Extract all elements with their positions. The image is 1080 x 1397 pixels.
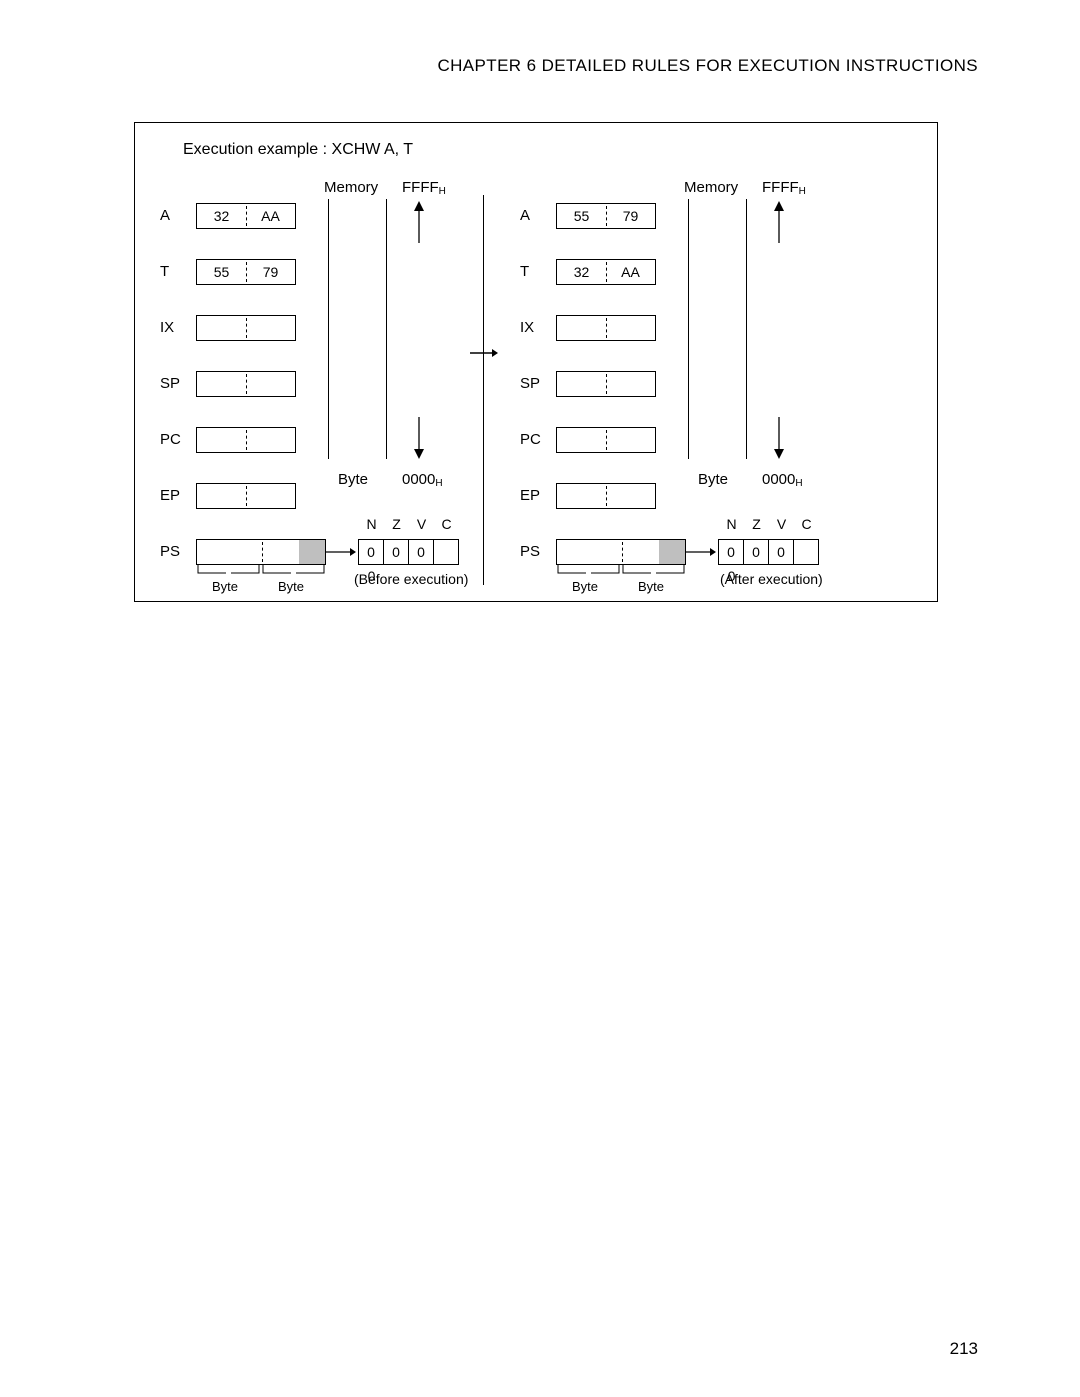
- flag-value: 0: [719, 540, 744, 564]
- reg-divider: [246, 318, 247, 338]
- flag-value: 0: [769, 540, 794, 564]
- reg-label: IX: [520, 319, 550, 336]
- memory-down-arrow-icon: [412, 417, 426, 459]
- flag-header: V: [409, 516, 434, 532]
- reg-divider: [246, 486, 247, 506]
- memory-column: Memory FFFFH Byte 0000H: [308, 179, 483, 539]
- reg-box-t: 32 AA: [556, 259, 656, 285]
- reg-box-a: 55 79: [556, 203, 656, 229]
- reg-label: A: [160, 207, 190, 224]
- reg-divider: [606, 430, 607, 450]
- reg-byte: AA: [246, 204, 295, 228]
- flag-header: N: [359, 516, 384, 532]
- flag-header: C: [434, 516, 459, 532]
- memory-top-addr: FFFFH: [402, 179, 446, 196]
- memory-byte-label: Byte: [338, 471, 368, 488]
- page-number: 213: [950, 1339, 978, 1359]
- memory-bot-addr: 0000H: [402, 471, 443, 488]
- reg-box-ep: [196, 483, 296, 509]
- flag-header: N: [719, 516, 744, 532]
- panel-after: A 55 79 T 32 AA IX SP: [520, 179, 850, 579]
- reg-label: EP: [520, 487, 550, 504]
- reg-divider: [606, 374, 607, 394]
- memory-up-arrow-icon: [412, 201, 426, 243]
- reg-label: T: [520, 263, 550, 280]
- flags-box: N Z V C 0 0 0 0: [358, 539, 459, 565]
- ps-byte-label: Byte: [572, 579, 598, 594]
- reg-label: T: [160, 263, 190, 280]
- reg-divider: [622, 542, 623, 562]
- reg-byte: AA: [606, 260, 655, 284]
- reg-byte: 32: [197, 204, 246, 228]
- reg-label: SP: [160, 375, 190, 392]
- reg-box-a: 32 AA: [196, 203, 296, 229]
- memory-line: [688, 199, 689, 459]
- reg-box-ps: [556, 539, 686, 565]
- ps-to-flags-arrow-icon: [326, 545, 356, 559]
- before-caption: (Before execution): [354, 571, 468, 587]
- reg-label: EP: [160, 487, 190, 504]
- reg-label: A: [520, 207, 550, 224]
- memory-top-addr: FFFFH: [762, 179, 806, 196]
- ps-to-flags-arrow-icon: [686, 545, 716, 559]
- flag-value: 0: [409, 540, 434, 564]
- ps-byte-label: Byte: [212, 579, 238, 594]
- memory-line: [746, 199, 747, 459]
- panel-before: A 32 AA T 55 79 IX SP: [160, 179, 490, 579]
- reg-byte: 79: [606, 204, 655, 228]
- reg-label: PS: [520, 543, 550, 560]
- memory-byte-label: Byte: [698, 471, 728, 488]
- flag-header: C: [794, 516, 819, 532]
- reg-divider: [262, 542, 263, 562]
- reg-box-ps: [196, 539, 326, 565]
- reg-divider: [246, 430, 247, 450]
- flag-header: Z: [384, 516, 409, 532]
- memory-bot-addr: 0000H: [762, 471, 803, 488]
- reg-divider: [606, 486, 607, 506]
- ps-flags-shade: [299, 540, 325, 564]
- reg-box-pc: [556, 427, 656, 453]
- ps-byte-label: Byte: [638, 579, 664, 594]
- reg-box-ep: [556, 483, 656, 509]
- reg-box-t: 55 79: [196, 259, 296, 285]
- memory-heading: Memory: [324, 179, 378, 196]
- reg-label: SP: [520, 375, 550, 392]
- memory-line: [328, 199, 329, 459]
- memory-heading: Memory: [684, 179, 738, 196]
- reg-box-sp: [196, 371, 296, 397]
- memory-line: [386, 199, 387, 459]
- reg-byte: 79: [246, 260, 295, 284]
- diagram-frame: Execution example : XCHW A, T A 32 AA T: [134, 122, 938, 602]
- reg-byte: 55: [197, 260, 246, 284]
- reg-label: PC: [520, 431, 550, 448]
- reg-divider: [246, 374, 247, 394]
- flag-header: V: [769, 516, 794, 532]
- flag-value: 0: [744, 540, 769, 564]
- memory-down-arrow-icon: [772, 417, 786, 459]
- reg-label: PC: [160, 431, 190, 448]
- reg-divider: [606, 318, 607, 338]
- reg-box-pc: [196, 427, 296, 453]
- after-caption: (After execution): [720, 571, 823, 587]
- reg-box-ix: [196, 315, 296, 341]
- ps-flags-shade: [659, 540, 685, 564]
- reg-byte: 32: [557, 260, 606, 284]
- ps-byte-label: Byte: [278, 579, 304, 594]
- reg-byte: 55: [557, 204, 606, 228]
- reg-label: IX: [160, 319, 190, 336]
- memory-up-arrow-icon: [772, 201, 786, 243]
- example-title: Execution example : XCHW A, T: [183, 141, 413, 159]
- flag-header: Z: [744, 516, 769, 532]
- flag-value: 0: [384, 540, 409, 564]
- flag-value: 0: [359, 540, 384, 564]
- reg-box-sp: [556, 371, 656, 397]
- reg-box-ix: [556, 315, 656, 341]
- flags-box: N Z V C 0 0 0 0: [718, 539, 819, 565]
- memory-column: Memory FFFFH Byte 0000H: [668, 179, 843, 539]
- chapter-header: CHAPTER 6 DETAILED RULES FOR EXECUTION I…: [437, 56, 978, 76]
- reg-label: PS: [160, 543, 190, 560]
